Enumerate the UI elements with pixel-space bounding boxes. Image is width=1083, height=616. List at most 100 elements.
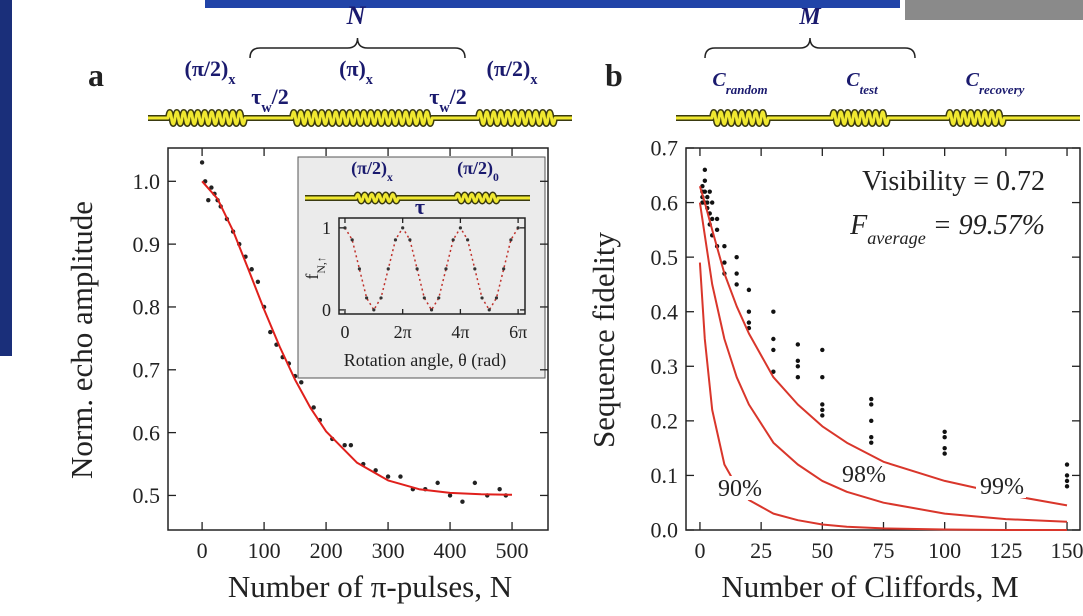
panel-label: b [605,57,623,93]
y-tick-label: 0.7 [651,136,679,161]
pulse-label-main: τ [429,84,439,109]
fit-line [698,185,1068,507]
pulse-label-main: (π/2) [457,158,493,179]
sequence-brace-label: M [798,4,822,30]
pulse-label-sub: x [366,72,374,88]
data-point [458,226,462,230]
data-point [516,226,520,230]
pulse-label-sub: test [860,82,878,97]
y-tick-label: 0.7 [133,357,161,382]
sequence-brace-label: N [346,1,367,30]
data-point [494,296,499,300]
data-point [714,216,720,222]
data-point [795,375,801,380]
data-point [209,185,214,190]
slide-banner [205,0,900,8]
data-point [702,189,708,194]
curve-label-bg [976,474,1026,498]
pulse-label: τw/2 [429,84,467,116]
data-point [299,380,304,385]
y-tick-label: 0.4 [651,299,679,324]
data-point [942,429,947,434]
data-point [268,329,273,335]
data-point [771,369,776,374]
data-point [714,227,720,233]
pulse-label: (π/2)0 [457,158,499,184]
x-tick-label: 500 [496,538,529,563]
pulse-label: Ctest [846,69,878,97]
wire [305,193,530,203]
pulse-label-rest: /2 [271,84,289,109]
brace [704,37,916,59]
data-point [795,364,801,369]
data-point [942,435,947,440]
y-tick-label: 0.3 [651,354,679,379]
pulse-label-main: (π/2) [487,56,531,81]
pulse-label-sub: random [726,82,768,97]
data-point [343,226,347,230]
x-axis-label: Number of π-pulses, N [228,569,512,604]
pulse-label-sub: w [439,100,450,116]
data-point [373,468,378,473]
annotation-sub: average [867,228,926,248]
pulse-label-main: C [966,69,980,91]
data-point [705,194,710,200]
data-point [401,226,405,230]
y-tick-label: 0.0 [651,518,679,543]
data-point [771,309,776,314]
data-point [255,279,261,285]
plot-frame [338,217,526,315]
y-tick-label: 0.6 [133,420,161,445]
y-tick-label: 0.2 [651,409,679,434]
pulse-label-main: τ [251,84,261,109]
x-tick-label: 300 [372,538,405,563]
fit-line [201,180,513,496]
data-point [435,480,440,486]
data-point [437,296,441,300]
pulse-label: Crandom [712,69,767,97]
data-point [709,200,715,205]
y-axis-label: Norm. echo amplitude [64,201,99,479]
pulse-label-main: C [846,69,860,91]
data-point [869,418,874,424]
data-point [342,442,347,448]
x-tick-label: 50 [811,538,833,563]
data-point [1064,478,1070,484]
data-point [771,347,776,353]
data-point [734,271,739,276]
data-point [820,347,825,353]
data-point [422,296,426,300]
data-point [444,267,448,271]
data-point [472,480,478,486]
x-tick-label: 100 [928,538,961,563]
data-point [746,309,752,314]
pulse-label-sub: x [228,72,236,88]
data-point [1064,462,1070,467]
pulse-label: (π)x [339,56,374,88]
data-point [702,178,708,183]
data-point [795,342,801,347]
pulse-label-sub: x [530,72,538,88]
y-tick-label: 0.9 [133,232,161,257]
data-point [357,267,362,271]
pulse-label: Crecovery [966,69,1025,97]
data-point [702,167,708,173]
y-tick-label: 0.6 [651,190,679,215]
data-point [379,296,383,300]
slide-edge [0,0,12,356]
pulse-label-main: (π/2) [185,56,229,81]
data-point [707,189,712,194]
data-point [869,440,874,445]
y-axis-label: Sequence fidelity [586,231,621,448]
data-point [497,486,502,492]
annotation-rest: = 99.57% [926,210,1045,241]
data-point [206,197,211,203]
pulse-label: (π/2)x [185,56,237,88]
y-tick-label: 1.0 [133,169,161,194]
y-axis-label: fN,↑ [302,256,328,279]
y-tick-label: 0.8 [133,295,161,320]
y-axis-label-sub: N,↑ [315,256,328,273]
x-tick-label: 0 [340,322,349,342]
pulse-label: τw/2 [251,84,289,116]
data-point [398,474,403,479]
